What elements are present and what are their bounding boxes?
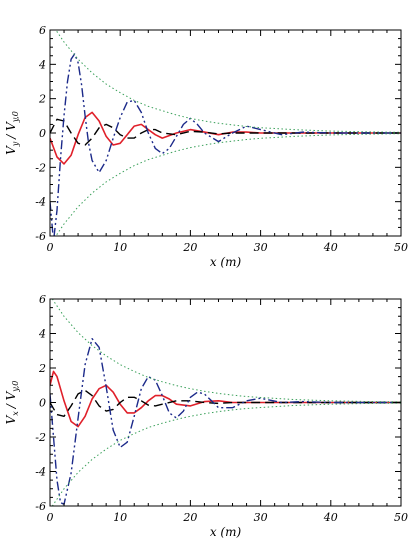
y-tick-label: 2 [38,362,46,375]
x-tick-label: 30 [254,511,268,524]
x-tick-label: 50 [394,241,408,254]
y-axis-label: Vx/ Vy,0 [4,381,20,425]
top-panel: 0 10 20 30 40 50 -6 -4 -2 0 2 4 6 x (m) Vy/ Vy,0 [4,24,408,269]
y-tick-label: 6 [39,293,46,306]
y-tick-label: 2 [38,93,46,106]
x-tick-label: 0 [47,511,54,524]
y-axis-label: Vy/ Vy,0 [4,111,20,155]
series-line-dotted [51,402,401,506]
series-line-dotted [55,133,401,236]
y-tick-label: -4 [35,196,46,209]
y-tick-label: -2 [35,161,46,174]
x-tick-label: 40 [323,511,338,524]
series-line-dashed [50,118,401,146]
series-line-dash-dot-dot [50,338,401,505]
x-tick-label: 10 [113,241,127,254]
series-line-solid [50,370,401,428]
y-tick-label: 0 [39,127,46,140]
y-tick-label: 4 [38,58,46,71]
x-tick-label: 50 [394,511,408,524]
y-tick-label: 0 [39,397,46,410]
x-tick-label: 20 [182,241,197,254]
y-tick-label: -2 [35,431,46,444]
series-line-dash-dot-dot [50,53,401,236]
x-axis-label: x (m) [210,255,242,269]
y-tick-label: 4 [38,328,46,341]
y-tick-label: -6 [35,230,46,243]
x-tick-label: 0 [47,241,54,254]
y-tick-label: -4 [35,466,46,479]
x-tick-label: 30 [254,241,268,254]
series-line-dotted [51,299,401,403]
series-line-dashed [50,389,401,417]
y-tick-label: 6 [39,24,46,37]
x-tick-label: 40 [323,241,338,254]
series-line-solid [50,111,401,165]
y-tick-label: -6 [35,500,46,513]
x-tick-label: 20 [182,511,197,524]
bottom-panel: 0 10 20 30 40 50 -6 -4 -2 0 2 4 6 x (m) Vx/ Vy,0 [4,293,408,539]
x-axis-label: x (m) [210,525,242,539]
series-line-dotted [55,30,401,133]
x-tick-label: 10 [113,511,127,524]
